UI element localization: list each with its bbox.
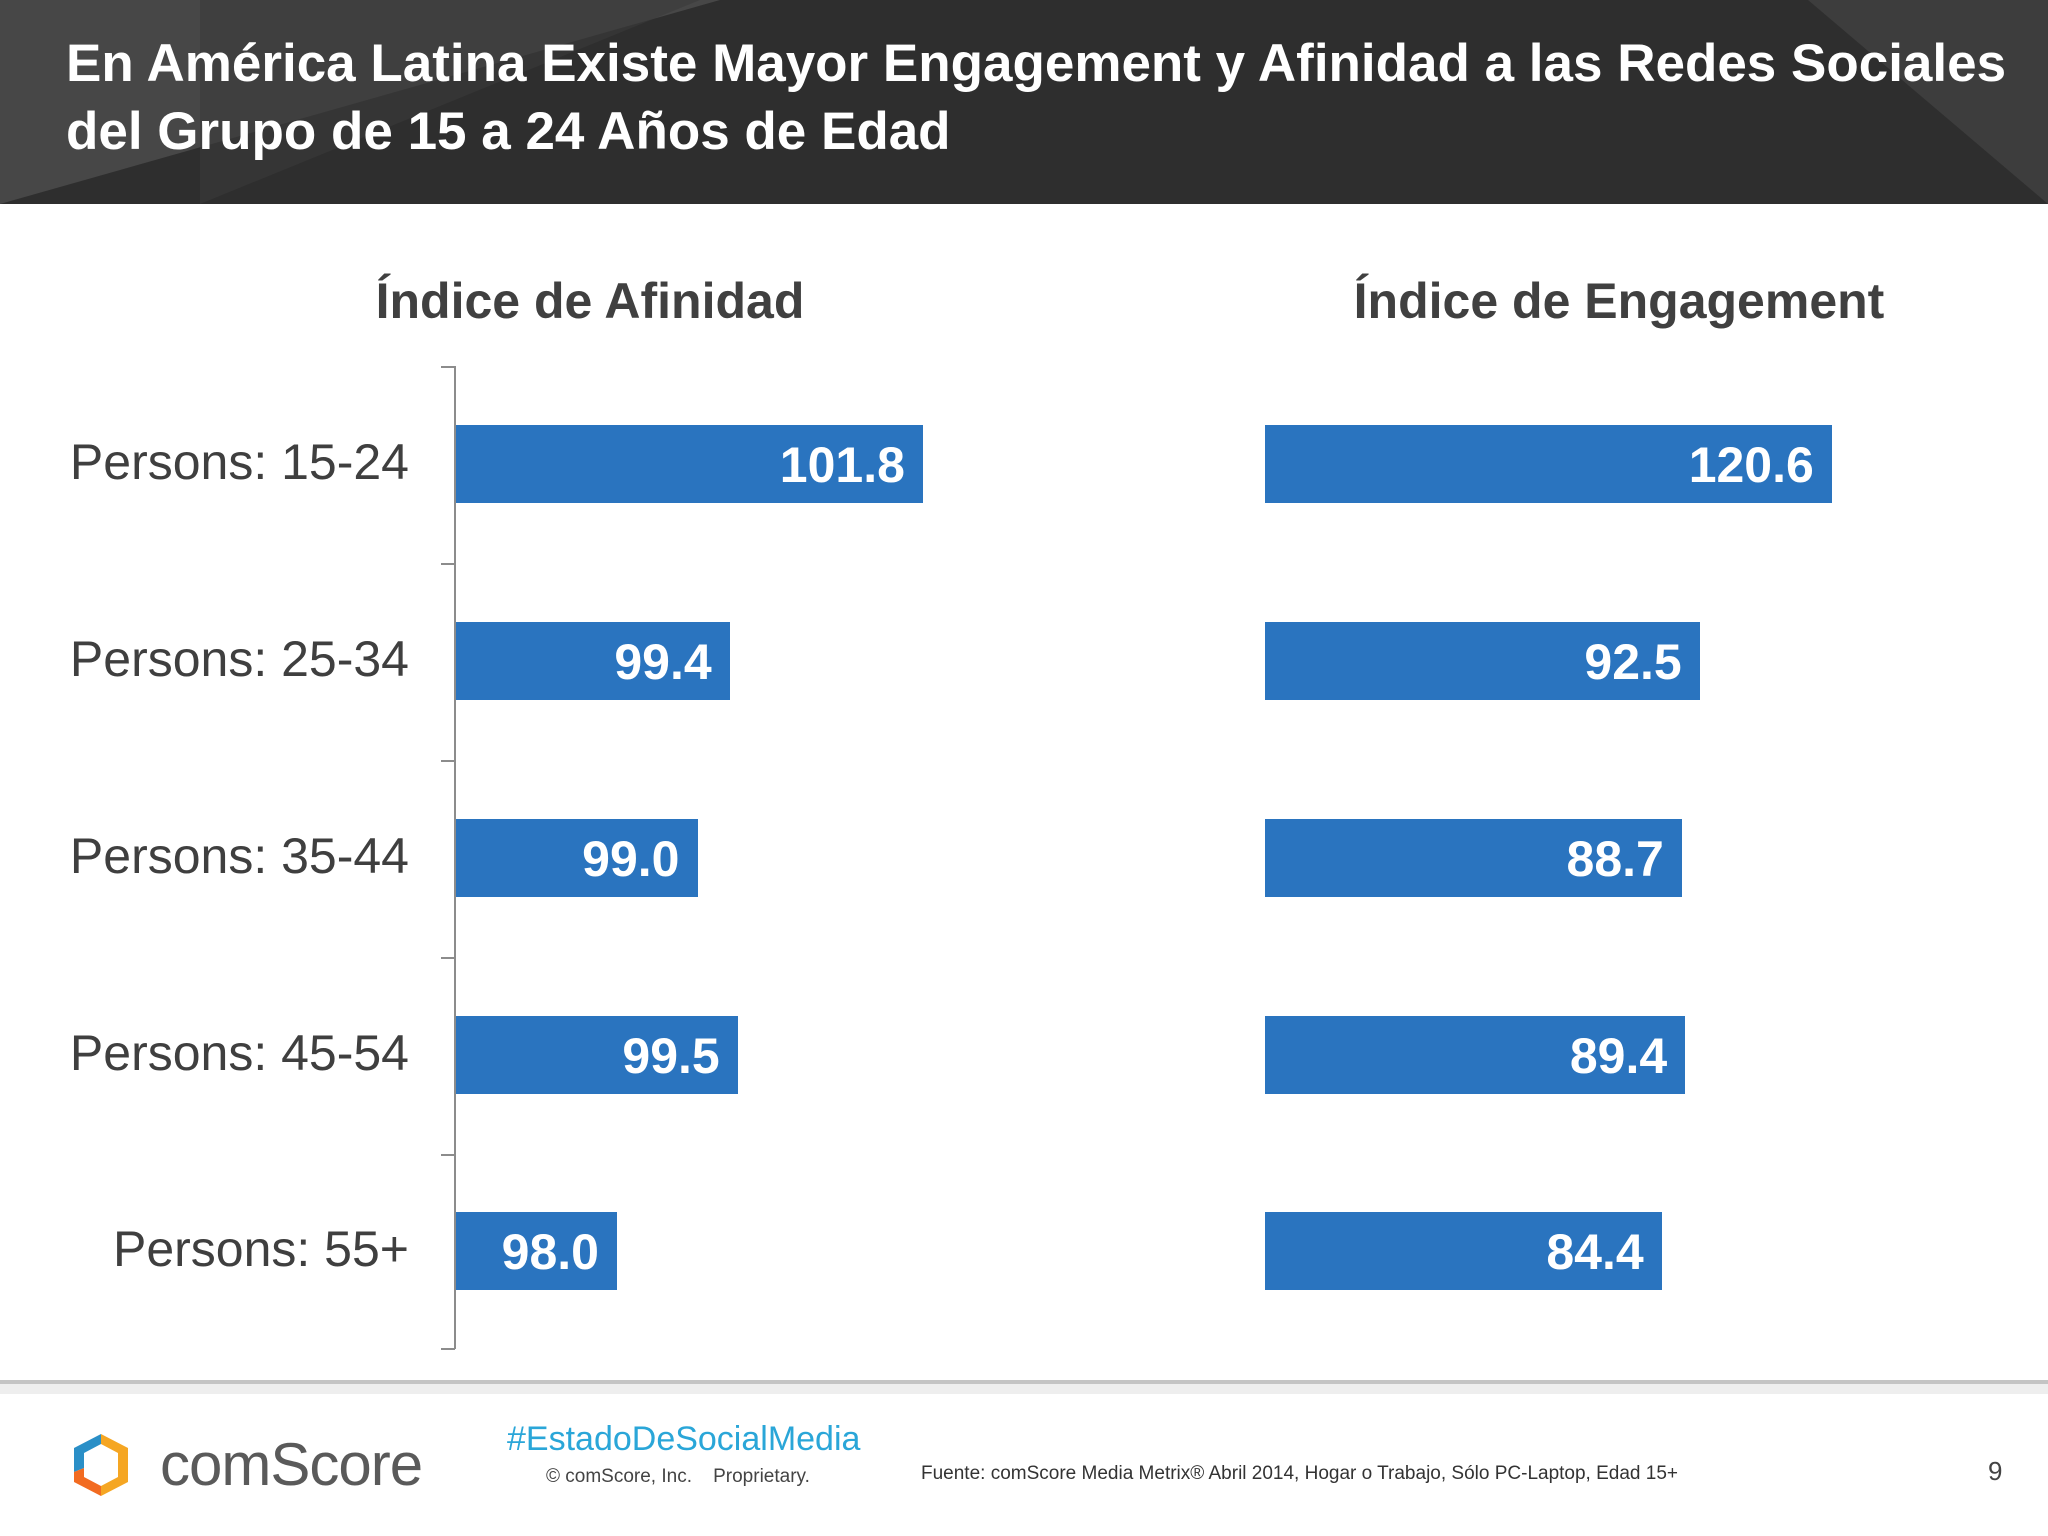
bar [1265, 425, 1832, 503]
category-label: Persons: 25-34 [69, 631, 409, 687]
data-label: 99.4 [614, 634, 712, 690]
bar [456, 819, 698, 897]
bar [456, 1212, 617, 1290]
data-label: 84.4 [1546, 1224, 1644, 1280]
copyright: © comScore, Inc. Proprietary. [546, 1466, 810, 1487]
data-label: 101.8 [779, 437, 905, 493]
axis-tick [441, 957, 455, 959]
header-decoration [200, 0, 700, 204]
category-axis [454, 366, 456, 1349]
category-label: Persons: 55+ [112, 1221, 409, 1277]
bar [456, 425, 923, 503]
chart-title-engagement: Índice de Engagement [1353, 273, 1885, 329]
bar [456, 1016, 738, 1094]
data-label: 99.5 [622, 1028, 720, 1084]
category-label: Persons: 35-44 [69, 828, 409, 884]
bar [456, 622, 730, 700]
data-label: 99.0 [582, 831, 680, 887]
header-decoration [1808, 0, 2048, 204]
footer-band [0, 1384, 2048, 1394]
hashtag: #EstadoDeSocialMedia [507, 1420, 861, 1458]
comscore-logo-icon [74, 1434, 128, 1496]
bar [1265, 622, 1700, 700]
category-label: Persons: 15-24 [69, 434, 409, 490]
page-number: 9 [1988, 1456, 2003, 1486]
data-label: 98.0 [501, 1224, 599, 1280]
data-label: 88.7 [1566, 831, 1664, 887]
slide-title: En América Latina Existe Mayor Engagemen… [66, 34, 2007, 161]
bar [1265, 1016, 1686, 1094]
axis-tick [441, 563, 455, 565]
slide-header: En América Latina Existe Mayor Engagemen… [0, 0, 2048, 204]
comscore-brand: comScore [160, 1431, 423, 1498]
axis-tick [441, 1154, 455, 1156]
axis-tick [441, 1348, 455, 1350]
bar [1265, 1212, 1662, 1290]
axis-tick [441, 366, 455, 368]
footer-divider [0, 1380, 2048, 1384]
category-label: Persons: 45-54 [69, 1025, 409, 1081]
source-note: Fuente: comScore Media Metrix® Abril 201… [921, 1463, 1678, 1484]
data-label: 89.4 [1569, 1028, 1668, 1084]
axis-tick [441, 760, 455, 762]
data-label: 92.5 [1584, 634, 1682, 690]
chart-title-afinidad: Índice de Afinidad [375, 273, 805, 329]
data-label: 120.6 [1688, 437, 1814, 493]
bar [1265, 819, 1682, 897]
